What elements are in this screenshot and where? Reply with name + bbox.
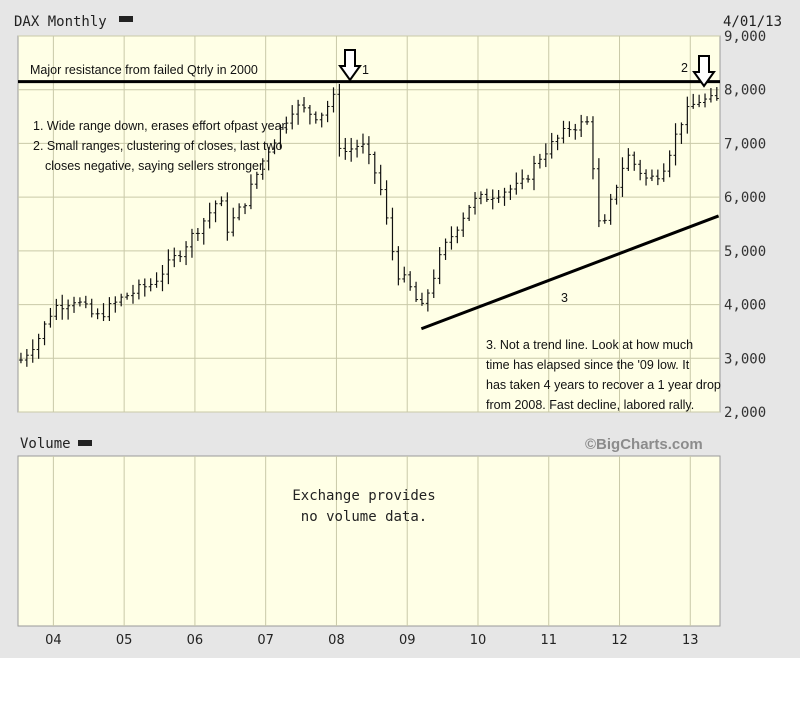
y-tick-label: 6,000 xyxy=(724,190,766,206)
price-y-axis: 2,000 3,000 4,000 5,000 6,000 7,000 8,000 9,000 xyxy=(724,29,766,421)
arrow-2-label: 2 xyxy=(681,61,688,75)
price-grid xyxy=(18,35,720,413)
y-tick-label: 7,000 xyxy=(724,136,766,152)
x-tick-label: 04 xyxy=(45,633,62,648)
chart-date: 4/01/13 xyxy=(723,14,782,30)
arrow-1-label: 1 xyxy=(362,63,369,77)
arrow-down-icon xyxy=(692,55,716,88)
x-tick-label: 12 xyxy=(611,633,628,648)
y-tick-label: 5,000 xyxy=(724,244,766,260)
arrow-down-icon xyxy=(338,49,362,82)
note-3d: from 2008. Fast decline, labored rally. xyxy=(486,398,694,412)
y-tick-label: 2,000 xyxy=(724,405,766,421)
line-3-label: 3 xyxy=(561,291,568,305)
x-tick-label: 07 xyxy=(257,633,274,648)
chart-figure: DAX Monthly 4/01/13 2,000 3,000 4,000 5,000… xyxy=(14,14,782,648)
x-tick-label: 13 xyxy=(682,633,699,648)
price-bars xyxy=(18,83,719,367)
y-tick-label: 9,000 xyxy=(724,29,766,45)
price-panel xyxy=(17,35,721,413)
note-3a: 3. Not a trend line. Look at how much xyxy=(486,338,693,352)
no-volume-line-1: Exchange provides xyxy=(292,488,435,504)
no-volume-line-2: no volume data. xyxy=(301,509,427,525)
line-3 xyxy=(420,214,720,331)
y-tick-label: 4,000 xyxy=(724,298,766,314)
brand-logo: ©BigCharts.com xyxy=(585,436,703,453)
resistance-label: Major resistance from failed Qtrly in 20… xyxy=(30,63,258,77)
note-3c: has taken 4 years to recover a 1 year dr… xyxy=(486,378,721,392)
y-tick-label: 3,000 xyxy=(724,351,766,367)
volume-menu-icon[interactable] xyxy=(78,440,92,446)
x-tick-label: 08 xyxy=(328,633,345,648)
note-1: 1. Wide range down, erases effort ofpast… xyxy=(33,119,288,133)
x-tick-label: 09 xyxy=(399,633,416,648)
x-tick-label: 05 xyxy=(116,633,133,648)
x-tick-label: 11 xyxy=(540,633,557,648)
chart-title: DAX Monthly xyxy=(14,14,107,30)
y-tick-label: 8,000 xyxy=(724,83,766,99)
volume-grid xyxy=(52,456,691,626)
x-tick-label: 10 xyxy=(470,633,487,648)
volume-title: Volume xyxy=(20,436,71,452)
x-tick-label: 06 xyxy=(187,633,204,648)
note-2b: closes negative, saying sellers stronger… xyxy=(45,159,266,173)
note-2a: 2. Small ranges, clustering of closes, l… xyxy=(33,139,282,153)
note-3b: time has elapsed since the '09 low. It xyxy=(486,358,690,372)
volume-panel xyxy=(17,455,721,627)
menu-toggle-icon[interactable] xyxy=(119,16,133,22)
x-axis: 04 05 06 07 08 09 10 11 12 13 xyxy=(45,633,698,648)
